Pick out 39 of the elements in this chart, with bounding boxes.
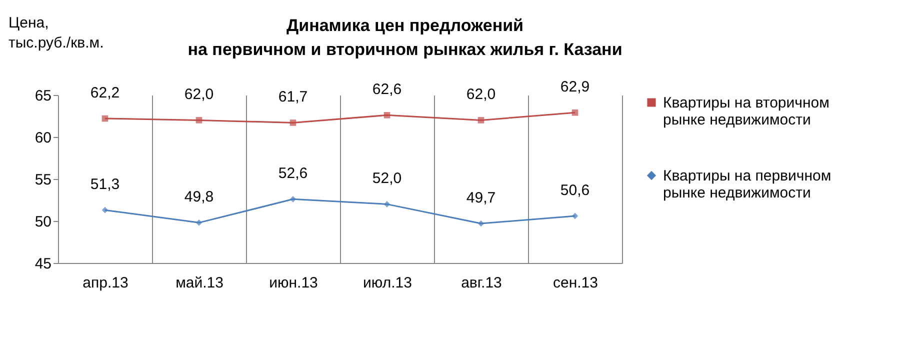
data-label: 62,9 <box>560 78 590 96</box>
data-label: 62,0 <box>184 86 214 104</box>
point <box>384 112 390 118</box>
data-label: 62,6 <box>372 81 402 98</box>
x-tick-label: апр.13 <box>82 274 128 292</box>
point <box>102 206 108 214</box>
point <box>290 196 296 202</box>
point <box>478 117 484 124</box>
y-tick-label: 45 <box>34 256 52 272</box>
data-label: 62,0 <box>466 86 496 104</box>
point <box>196 220 202 226</box>
x-tick-label: июн.13 <box>269 274 318 292</box>
data-label: 61,7 <box>278 88 308 106</box>
chart-title: Динамика цен предложений на первичном и вторичном рынках жилья г. Казани <box>188 16 622 59</box>
data-label: 49,8 <box>184 188 214 206</box>
y-tick-label: 50 <box>34 214 52 230</box>
y-tick-label: 55 <box>34 172 52 188</box>
data-label: 52,0 <box>372 170 402 188</box>
point <box>102 115 108 122</box>
point <box>478 220 484 227</box>
data-label: 49,7 <box>466 190 496 207</box>
point <box>290 120 296 126</box>
data-label: 50,6 <box>560 182 590 199</box>
point <box>196 117 202 124</box>
y-tick-label: 60 <box>34 130 52 146</box>
y-axis-title: Цена, тыс.руб./кв.м. <box>8 14 104 52</box>
point <box>572 109 578 116</box>
x-tick-label: сен.13 <box>553 274 598 292</box>
legend-label: Квартиры на первичном рынке недвижимости <box>663 168 832 202</box>
data-label: 51,3 <box>90 176 120 194</box>
point <box>384 201 390 208</box>
data-label: 52,6 <box>278 165 308 182</box>
legend-label: Квартиры на вторичном рынке недвижимости <box>663 94 830 128</box>
x-tick-label: авг.13 <box>461 274 502 292</box>
x-tick-label: май.13 <box>176 274 224 292</box>
x-tick-label: июл.13 <box>363 274 412 292</box>
point <box>572 212 578 220</box>
y-tick-label: 65 <box>34 88 52 104</box>
data-label: 62,2 <box>90 84 120 102</box>
